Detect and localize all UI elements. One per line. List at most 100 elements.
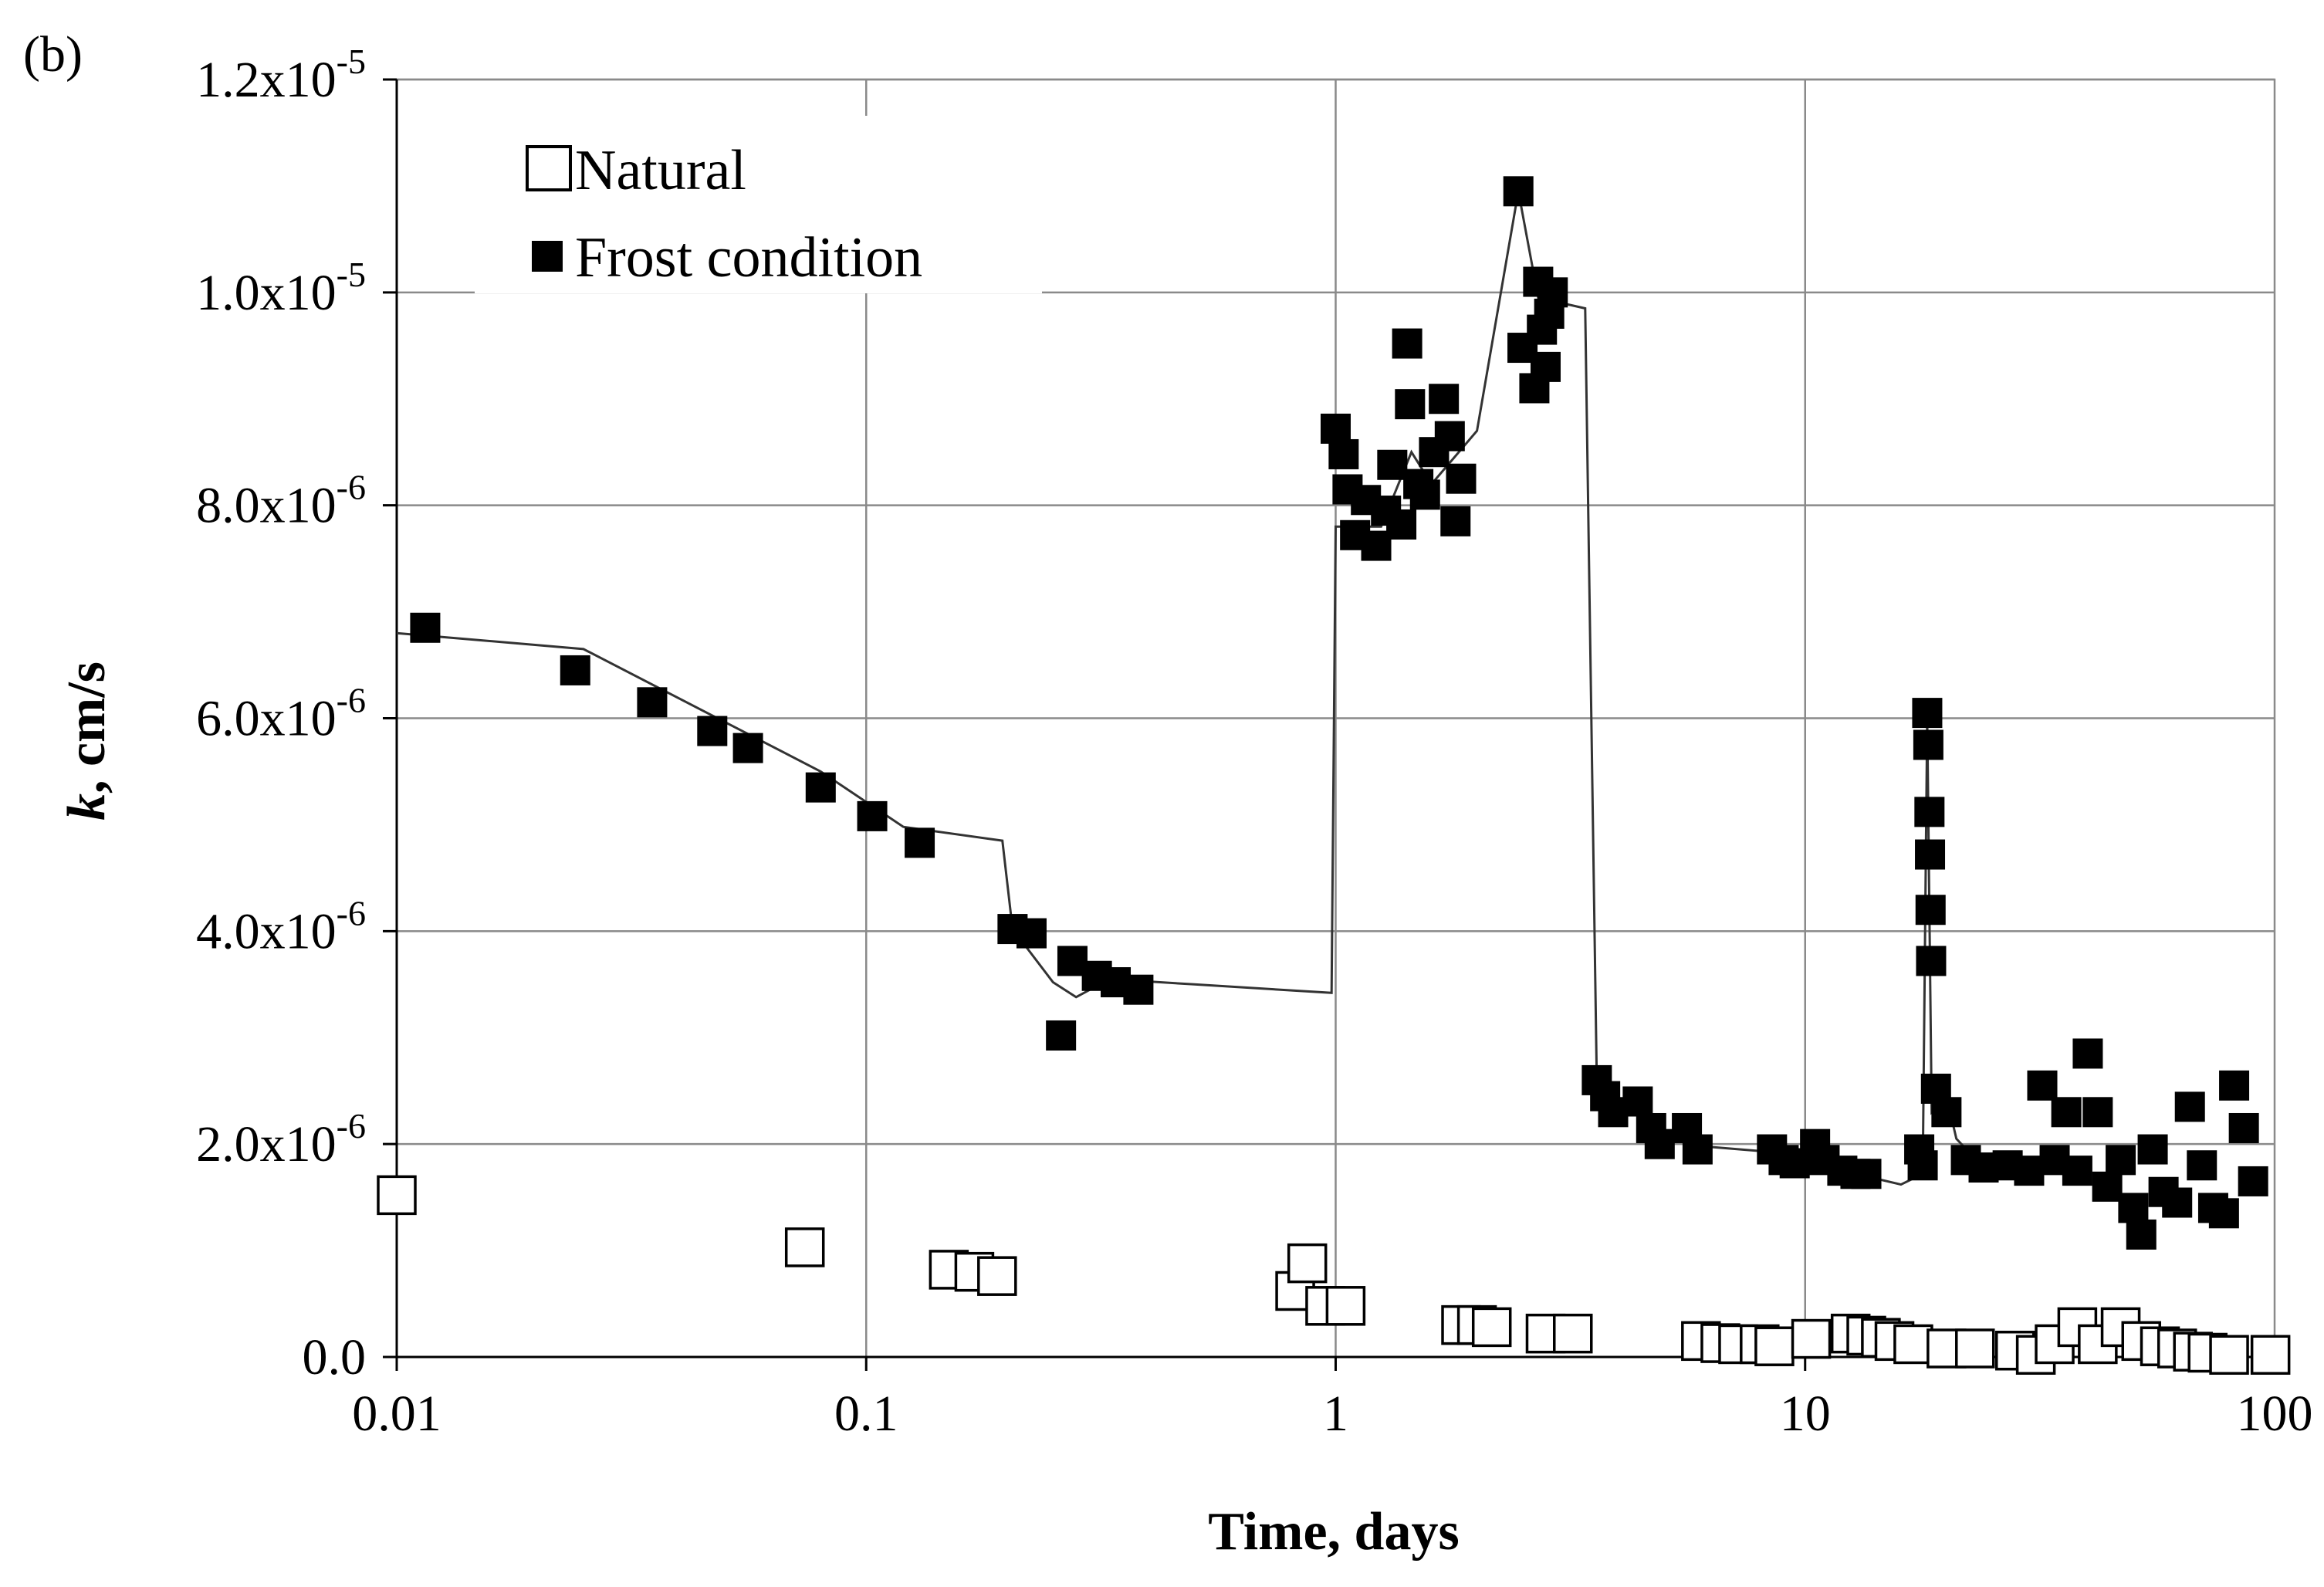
frost-point-32 — [1446, 463, 1477, 494]
x-tick-label-3: 10 — [1780, 1386, 1831, 1442]
y-axis-tick-labels: 0.02.0x10-64.0x10-66.0x10-68.0x10-61.0x1… — [196, 42, 366, 1386]
frost-point-44 — [1622, 1086, 1653, 1117]
frost-point-15 — [1321, 413, 1351, 444]
frost-point-73 — [2051, 1097, 2082, 1128]
frost-point-59 — [1912, 698, 1943, 729]
y-tick-label-exponent-2: -6 — [337, 893, 366, 932]
y-tick-label-0: 0.0 — [303, 1329, 367, 1386]
frost-point-60 — [1913, 729, 1943, 760]
natural-point-26 — [1955, 1328, 1995, 1369]
y-tick-label-6: 1.2x10-5 — [196, 42, 366, 108]
natural-point-4 — [977, 1256, 1017, 1296]
natural-point-1 — [784, 1227, 825, 1267]
legend-natural-label: Natural — [575, 139, 746, 202]
frost-point-76 — [2082, 1097, 2113, 1128]
legend: Natural Frost condition — [475, 116, 1042, 293]
natural-point-39 — [2250, 1335, 2291, 1375]
y-axis-title-variable: k — [57, 794, 117, 821]
frost-point-87 — [2208, 1198, 2239, 1229]
y-tick-label-1: 2.0x10-6 — [196, 1106, 366, 1172]
frost-point-70 — [2014, 1156, 2045, 1186]
frost-point-84 — [2174, 1091, 2205, 1122]
y-tick-label-exponent-5: -5 — [337, 255, 366, 294]
y-tick-label-2: 4.0x10-6 — [196, 893, 366, 959]
y-tick-label-mantissa-3: 6.0x10 — [196, 691, 337, 747]
frost-point-78 — [2106, 1145, 2136, 1176]
tick-marks — [383, 78, 2276, 1371]
y-tick-label-mantissa-2: 4.0x10 — [196, 903, 337, 959]
natural-point-0 — [377, 1175, 417, 1216]
y-tick-label-mantissa-1: 2.0x10 — [196, 1116, 337, 1172]
frost-point-24 — [1392, 328, 1422, 359]
frost-point-38 — [1530, 351, 1561, 382]
frost-point-80 — [2126, 1219, 2157, 1250]
frost-point-40 — [1537, 277, 1568, 308]
frost-point-81 — [2137, 1134, 2168, 1165]
natural-point-13 — [1553, 1313, 1593, 1354]
y-tick-label-mantissa-6: 1.2x10 — [196, 52, 337, 108]
frost-point-79 — [2118, 1193, 2149, 1223]
x-axis-title: Time, days — [1208, 1502, 1459, 1562]
legend-frost-label: Frost condition — [575, 226, 922, 289]
panel-label: (b) — [23, 26, 83, 83]
y-tick-label-mantissa-0: 0.0 — [303, 1329, 367, 1386]
y-tick-label-exponent-4: -6 — [337, 468, 366, 507]
frost-point-4 — [732, 733, 763, 763]
natural-point-19 — [1791, 1318, 1832, 1359]
frost-point-9 — [1016, 918, 1047, 949]
frost-point-63 — [1915, 895, 1946, 925]
frost-point-89 — [2228, 1112, 2259, 1143]
y-tick-label-exponent-6: -5 — [337, 42, 366, 81]
frost-point-31 — [1440, 506, 1471, 536]
frost-point-29 — [1429, 384, 1460, 415]
frost-point-71 — [2027, 1070, 2058, 1101]
natural-point-38 — [2209, 1335, 2249, 1375]
frost-point-20 — [1361, 530, 1392, 561]
frost-point-88 — [2219, 1070, 2250, 1101]
frost-point-7 — [905, 827, 935, 858]
frost-point-23 — [1386, 509, 1417, 540]
frost-point-1 — [560, 655, 590, 685]
x-axis-tick-labels: 0.01 0.1 1 10 100 — [352, 1386, 2312, 1442]
frost-point-30 — [1434, 421, 1465, 452]
y-tick-label-3: 6.0x10-6 — [196, 681, 366, 747]
frost-point-25 — [1395, 389, 1426, 420]
frost-point-90 — [2238, 1166, 2268, 1196]
series-natural — [377, 1175, 2291, 1375]
frost-point-48 — [1682, 1134, 1713, 1165]
y-axis-title: k, cm/s — [57, 662, 117, 821]
frost-point-16 — [1328, 438, 1359, 469]
trend-line — [396, 191, 1985, 1186]
frost-point-33 — [1503, 176, 1534, 207]
natural-point-8 — [1325, 1286, 1366, 1326]
y-tick-label-mantissa-4: 8.0x10 — [196, 478, 337, 534]
legend-natural-marker — [526, 145, 572, 191]
frost-point-5 — [805, 772, 836, 803]
y-tick-label-exponent-3: -6 — [337, 681, 366, 720]
y-tick-label-5: 1.0x10-5 — [196, 255, 366, 321]
y-tick-label-mantissa-5: 1.0x10 — [196, 265, 337, 321]
frost-point-10 — [1046, 1020, 1077, 1051]
frost-point-22 — [1377, 449, 1408, 480]
frost-point-83 — [2162, 1187, 2193, 1218]
frost-point-74 — [2062, 1156, 2092, 1186]
x-tick-label-4: 100 — [2237, 1386, 2313, 1442]
frost-point-46 — [1644, 1128, 1675, 1159]
series-frost-condition — [410, 176, 2268, 1250]
frost-point-27 — [1409, 479, 1440, 510]
frost-point-58 — [1907, 1150, 1938, 1181]
y-tick-label-exponent-1: -6 — [337, 1106, 366, 1145]
natural-point-24 — [1893, 1324, 1933, 1365]
frost-point-0 — [410, 612, 441, 643]
frost-point-85 — [2187, 1150, 2217, 1181]
frost-point-75 — [2072, 1038, 2103, 1069]
frost-point-14 — [1123, 974, 1154, 1005]
frost-point-56 — [1851, 1159, 1882, 1189]
x-tick-label-2: 1 — [1323, 1386, 1348, 1442]
frost-point-6 — [857, 800, 888, 831]
frost-point-77 — [2092, 1171, 2123, 1202]
y-tick-label-4: 8.0x10-6 — [196, 468, 366, 534]
frost-point-2 — [637, 687, 668, 718]
natural-point-11 — [1471, 1307, 1512, 1348]
